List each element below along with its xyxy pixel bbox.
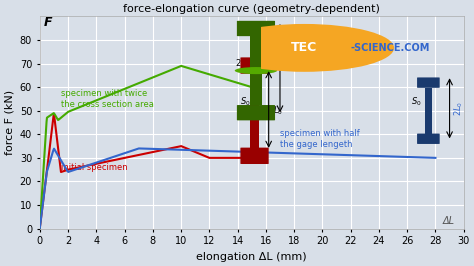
Text: specimen with twice
the cross section area: specimen with twice the cross section ar… bbox=[61, 89, 154, 109]
Bar bbox=[425, 88, 432, 134]
FancyBboxPatch shape bbox=[237, 105, 275, 120]
Text: $2L_0$: $2L_0$ bbox=[452, 101, 465, 116]
Text: ΔL: ΔL bbox=[443, 216, 455, 226]
Text: initial specimen: initial specimen bbox=[61, 163, 128, 172]
Text: $S_0$: $S_0$ bbox=[411, 95, 422, 107]
FancyBboxPatch shape bbox=[240, 57, 269, 74]
Circle shape bbox=[215, 24, 394, 72]
X-axis label: elongation ΔL (mm): elongation ΔL (mm) bbox=[196, 252, 307, 262]
Text: $S_0$: $S_0$ bbox=[240, 95, 251, 107]
FancyBboxPatch shape bbox=[240, 148, 269, 164]
Text: $2S_0$: $2S_0$ bbox=[235, 57, 251, 70]
Text: $L_0$: $L_0$ bbox=[273, 105, 283, 117]
Bar bbox=[250, 73, 259, 148]
Text: TEC: TEC bbox=[292, 41, 318, 54]
FancyBboxPatch shape bbox=[417, 134, 440, 144]
Y-axis label: force F (kN): force F (kN) bbox=[4, 90, 14, 155]
Title: force-elongation curve (geometry-dependent): force-elongation curve (geometry-depende… bbox=[123, 4, 380, 14]
Text: -SCIENCE.COM: -SCIENCE.COM bbox=[350, 43, 430, 53]
FancyBboxPatch shape bbox=[417, 77, 440, 88]
FancyBboxPatch shape bbox=[237, 21, 275, 36]
Text: F: F bbox=[44, 16, 53, 29]
Text: specimen with half
the gage lengeth: specimen with half the gage lengeth bbox=[280, 129, 360, 149]
Circle shape bbox=[235, 67, 277, 74]
Bar bbox=[250, 36, 262, 105]
Text: $L_0$: $L_0$ bbox=[283, 62, 293, 74]
